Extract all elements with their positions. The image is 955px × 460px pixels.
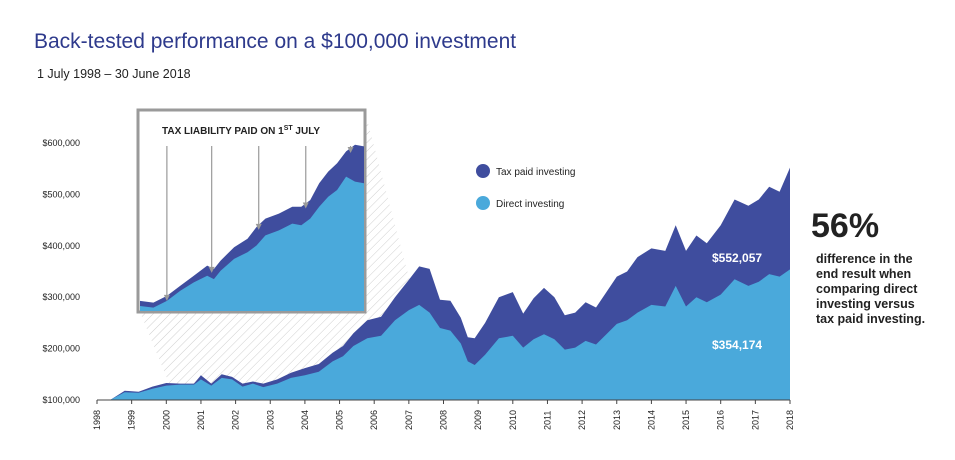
x-tick-label: 2015 [681,410,691,430]
x-tick-label: 2002 [231,410,241,430]
callout-text: difference in the end result when compar… [816,252,926,326]
x-tick-label: 2005 [335,410,345,430]
inset-area-direct [140,176,364,311]
inset-title-end: JULY [293,126,321,137]
x-tick-label: 2012 [577,410,587,430]
x-tick-label: 1998 [92,410,102,430]
inset-plot [140,144,364,311]
x-tick-label: 2003 [265,410,275,430]
tax-arrow-head [255,223,262,230]
inset-title-main: TAX LIABILITY PAID ON 1 [162,126,284,137]
end-label-tax-paid: $552,057 [712,251,762,265]
tax-arrow-head [163,294,170,301]
legend-label-direct: Direct investing [496,199,564,210]
legend: Tax paid investing Direct investing [476,164,576,210]
inset-connector-hatch [140,112,415,398]
x-tick-label: 2017 [750,410,760,430]
callout-percentage: 56% [811,207,880,245]
tax-arrow-head [208,266,215,273]
y-tick-label: $200,000 [42,344,80,354]
tax-arrow-head [347,147,354,154]
x-tick-label: 2000 [161,410,171,430]
x-axis: 1998 1999 2000 2001 2002 2003 2004 2005 2006 2007… [92,399,795,430]
x-tick-label: 2014 [646,410,656,430]
y-tick-label: $600,000 [42,138,80,148]
inset-title-sup: ST [284,125,294,132]
y-tick-label: $300,000 [42,292,80,302]
legend-swatch-direct [476,196,490,210]
inset-panel: TAX LIABILITY PAID ON 1ST JULY [136,108,367,314]
end-label-direct: $354,174 [712,338,762,352]
x-tick-label: 2007 [404,410,414,430]
x-tick-label: 2004 [300,410,310,430]
chart-subtitle: 1 July 1998 – 30 June 2018 [37,67,191,81]
x-tick-label: 1999 [127,410,137,430]
x-tick-label: 2016 [716,410,726,430]
legend-swatch-tax-paid [476,164,490,178]
inset-title: TAX LIABILITY PAID ON 1ST JULY [162,125,320,137]
x-tick-label: 2001 [196,410,206,430]
x-tick-label: 2013 [612,410,622,430]
y-tick-label: $500,000 [42,189,80,199]
legend-label-tax-paid: Tax paid investing [496,167,576,178]
series-area-direct [97,269,790,400]
x-tick-label: 2009 [473,410,483,430]
y-tick-label: $400,000 [42,241,80,251]
x-tick-label: 2010 [508,410,518,430]
x-tick-label: 2006 [369,410,379,430]
main-plot [97,167,790,400]
x-tick-label: 2011 [542,411,552,430]
y-axis: $100,000 $200,000 $300,000 $400,000 $500,000… [42,138,80,405]
tax-arrow-head [302,202,309,209]
y-tick-label: $100,000 [42,395,80,405]
x-tick-label: 2018 [785,410,795,430]
chart-title: Back-tested performance on a $100,000 in… [34,30,517,53]
x-tick-label: 2008 [439,410,449,430]
